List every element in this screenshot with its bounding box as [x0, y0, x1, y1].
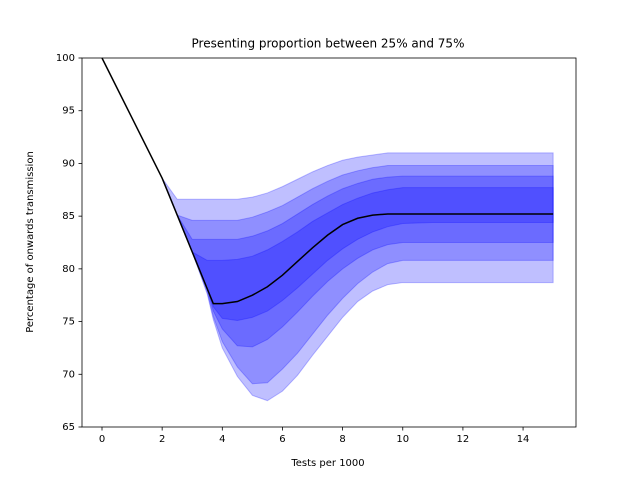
y-tick-label: 100	[56, 53, 75, 64]
x-tick-label: 2	[159, 434, 165, 445]
chart-title: Presenting proportion between 25% and 75…	[192, 37, 465, 51]
y-tick-label: 65	[62, 422, 75, 433]
y-tick-label: 90	[62, 158, 75, 169]
x-tick-label: 12	[457, 434, 470, 445]
y-tick-label: 80	[62, 264, 75, 275]
x-tick-label: 8	[339, 434, 345, 445]
x-tick-label: 0	[99, 434, 105, 445]
y-tick-label: 95	[62, 106, 75, 117]
band	[161, 152, 554, 402]
plot-frame	[81, 57, 577, 428]
line	[101, 57, 554, 305]
x-axis-label: Tests per 1000	[290, 458, 364, 469]
x-tick-label: 14	[517, 434, 530, 445]
y-axis-label: Percentage of onwards transmission	[25, 151, 36, 333]
band	[161, 165, 554, 385]
band	[161, 175, 554, 348]
y-tick-label: 70	[62, 369, 75, 380]
y-tick-label: 75	[62, 317, 75, 328]
x-tick-label: 6	[279, 434, 285, 445]
y-tick-label: 85	[62, 211, 75, 222]
x-tick-label: 10	[396, 434, 409, 445]
x-tick-label: 4	[219, 434, 225, 445]
